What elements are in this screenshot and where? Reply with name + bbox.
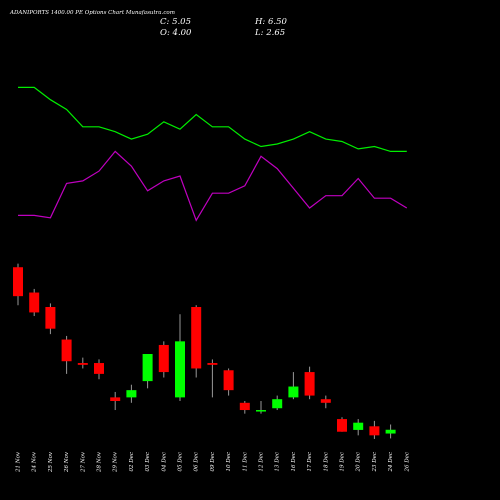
overlay-line-1: [18, 86, 407, 152]
x-axis: 21 Nov 24 Nov 25 Nov 26 Nov 27 Nov 28 Nov 29 N…: [16, 451, 411, 473]
overlay-line-2: [18, 150, 408, 222]
candle-body: [110, 397, 121, 401]
candle: [158, 341, 169, 378]
candle-body: [29, 292, 40, 313]
candle-body: [369, 426, 380, 436]
high-value: H: 6.50: [255, 17, 287, 27]
candle: [61, 335, 72, 374]
candle-body: [207, 363, 218, 365]
x-tick-label: 29 Nov: [113, 451, 119, 473]
candle-body: [288, 386, 299, 398]
x-tick-label: 10 Dec: [226, 452, 232, 472]
candle-body: [272, 399, 283, 409]
x-tick-label: 09 Dec: [210, 452, 216, 472]
candle-body: [353, 422, 364, 430]
candle-body: [13, 267, 23, 297]
candle: [256, 401, 266, 414]
x-tick-label: 24 Nov: [32, 451, 38, 473]
candle-body: [304, 372, 315, 396]
x-tick-label: 04 Dec: [161, 452, 167, 472]
x-tick-label: 26 Dec: [404, 452, 410, 473]
candle-body: [158, 344, 169, 373]
x-tick-label: 17 Dec: [307, 452, 313, 472]
candle-body: [142, 354, 153, 382]
x-tick-label: 05 Dec: [178, 452, 184, 472]
x-tick-label: 28 Nov: [97, 451, 103, 473]
candle-body: [337, 419, 347, 432]
candle-body: [94, 363, 104, 374]
candle-layer: [13, 263, 396, 439]
x-tick-label: 23 Dec: [372, 452, 378, 473]
x-tick-label: 03 Dec: [145, 452, 151, 472]
overlay-layer: [18, 86, 408, 222]
candle-body: [256, 410, 266, 412]
chart-title: ADANIPORTS 1400.00 PE Options Chart Muna…: [10, 10, 175, 16]
x-tick-label: 19 Dec: [340, 452, 346, 472]
candle: [207, 359, 218, 398]
candle-body: [45, 307, 56, 329]
candle-body: [385, 429, 396, 434]
candle-body: [320, 399, 331, 403]
low-value: L: 2.65: [255, 28, 286, 38]
candle: [29, 288, 40, 317]
candle: [175, 314, 185, 401]
candle: [191, 305, 202, 378]
x-tick-label: 11 Dec: [242, 452, 248, 472]
candle: [288, 372, 299, 400]
candle-body: [191, 307, 202, 369]
candle: [369, 420, 380, 439]
candle-body: [223, 370, 234, 391]
x-tick-label: 18 Dec: [323, 452, 329, 472]
candle: [94, 359, 104, 380]
candle: [320, 395, 331, 409]
close-value: C: 5.05: [160, 17, 191, 27]
x-tick-label: 06 Dec: [194, 452, 200, 472]
x-tick-label: 13 Dec: [275, 452, 281, 472]
x-tick-label: 24 Dec: [388, 452, 394, 473]
candle: [110, 391, 121, 411]
candle: [13, 263, 23, 306]
candle: [126, 384, 137, 403]
x-tick-label: 16 Dec: [291, 452, 297, 472]
candle-body: [126, 390, 137, 398]
candle: [45, 303, 56, 335]
x-tick-label: 25 Nov: [48, 451, 54, 473]
candle: [223, 368, 234, 396]
x-tick-label: 12 Dec: [259, 452, 265, 472]
x-tick-label: 21 Nov: [16, 451, 22, 473]
x-tick-label: 02 Dec: [129, 452, 135, 472]
candle: [304, 366, 315, 400]
candle: [239, 401, 250, 414]
candle: [77, 357, 88, 369]
candle-body: [61, 339, 72, 362]
candle-body: [77, 363, 88, 365]
candle: [272, 395, 283, 411]
open-value: O: 4.00: [160, 28, 192, 38]
candle: [353, 419, 364, 436]
candle: [142, 354, 153, 389]
candle-body: [239, 402, 250, 411]
candle: [337, 417, 347, 432]
candle: [385, 424, 396, 439]
x-tick-label: 26 Nov: [64, 451, 70, 473]
x-tick-label: 20 Dec: [356, 452, 362, 473]
candle-body: [175, 341, 185, 398]
x-tick-label: 27 Nov: [80, 451, 86, 473]
